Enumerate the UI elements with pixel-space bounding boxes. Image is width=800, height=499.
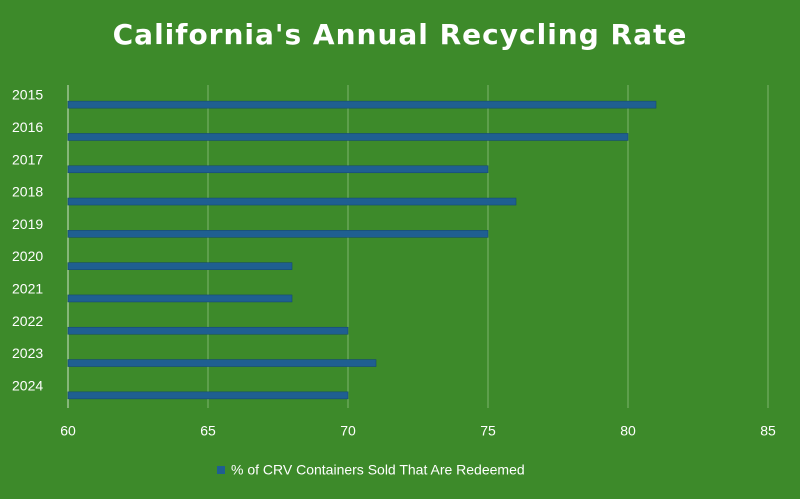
x-tick-label: 60 bbox=[60, 423, 76, 439]
y-tick-label: 2018 bbox=[12, 184, 43, 200]
bar bbox=[67, 230, 489, 238]
bar bbox=[67, 100, 657, 109]
y-tick-label: 2024 bbox=[12, 377, 43, 393]
chart-title: California's Annual Recycling Rate bbox=[113, 18, 688, 51]
y-tick-label: 2022 bbox=[12, 313, 43, 329]
bar bbox=[67, 165, 489, 174]
y-tick-label: 2019 bbox=[12, 216, 43, 232]
bar bbox=[67, 391, 349, 400]
x-tick-label: 75 bbox=[480, 423, 496, 439]
y-tick-label: 2020 bbox=[12, 248, 43, 264]
bar bbox=[67, 294, 293, 303]
y-tick-label: 2023 bbox=[12, 345, 43, 361]
x-tick-label: 70 bbox=[340, 423, 356, 439]
y-tick-label: 2017 bbox=[12, 151, 43, 167]
bar bbox=[67, 359, 377, 367]
legend-swatch bbox=[217, 466, 225, 474]
x-tick-label: 80 bbox=[620, 423, 636, 439]
y-tick-label: 2021 bbox=[12, 281, 43, 297]
y-tick-label: 2016 bbox=[12, 119, 43, 135]
legend-label: % of CRV Containers Sold That Are Redeem… bbox=[231, 462, 525, 478]
y-tick-label: 2015 bbox=[12, 87, 43, 103]
bar bbox=[67, 133, 629, 141]
bar bbox=[67, 262, 293, 270]
x-tick-label: 85 bbox=[760, 423, 776, 439]
x-tick-label: 65 bbox=[200, 423, 216, 439]
bar bbox=[67, 197, 517, 206]
bar bbox=[67, 326, 349, 335]
